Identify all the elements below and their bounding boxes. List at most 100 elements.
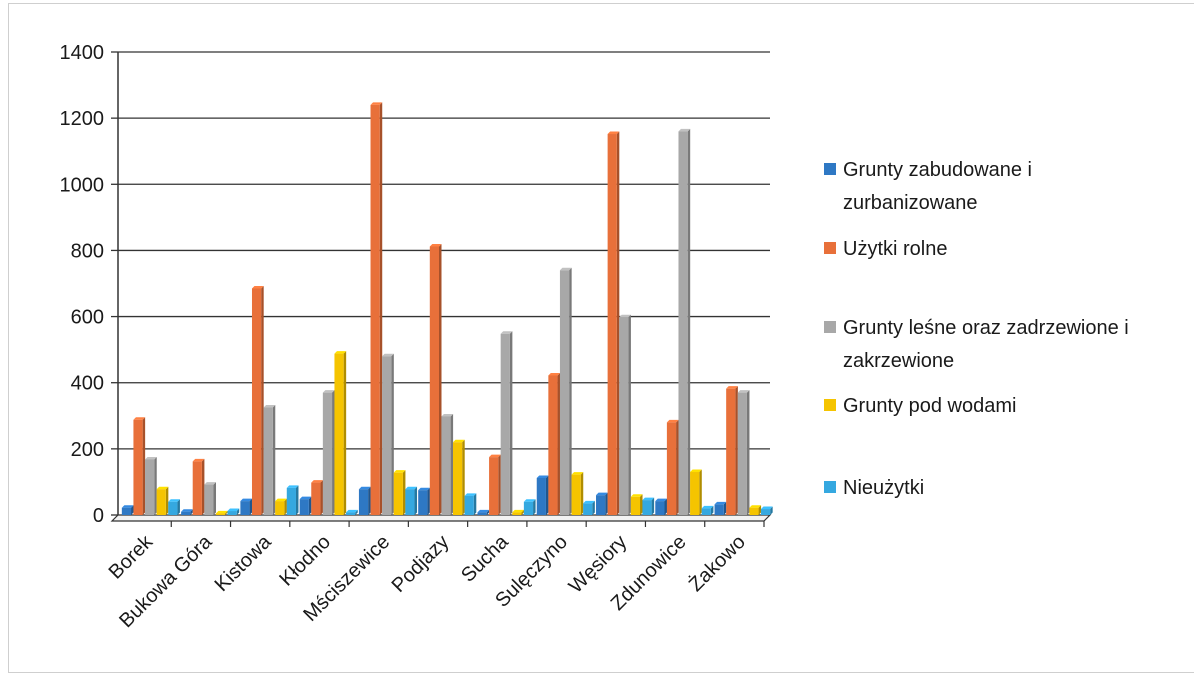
y-tick-label: 400	[71, 373, 104, 395]
bar	[596, 495, 606, 515]
legend-label: Nieużytki	[843, 477, 924, 499]
bar	[145, 459, 155, 515]
legend-swatch	[824, 321, 836, 333]
bar	[607, 134, 617, 515]
legend-label: zakrzewione	[843, 350, 954, 372]
bar-side	[628, 314, 631, 515]
bar-side	[225, 510, 228, 515]
bar-side	[343, 351, 347, 515]
bar-side	[213, 482, 217, 515]
bar-side	[462, 439, 465, 515]
legend-label: Grunty leśne oraz zadrzewione i	[843, 317, 1129, 339]
bar-top	[464, 493, 477, 496]
bar	[441, 416, 451, 515]
bar	[168, 501, 178, 515]
bar-top	[299, 496, 312, 500]
bar	[453, 442, 463, 515]
bar	[429, 246, 439, 515]
bar-side	[521, 509, 524, 515]
bar-side	[391, 353, 394, 515]
bar-top	[500, 331, 513, 334]
bar	[275, 501, 285, 515]
bar-top	[701, 505, 714, 509]
y-tick-label: 800	[71, 240, 104, 262]
bar-top	[536, 475, 549, 478]
x-tick-label: Żakowo	[684, 530, 750, 596]
bar	[358, 489, 369, 515]
bar	[251, 288, 262, 515]
bar-side	[414, 486, 418, 515]
bar-side	[142, 417, 146, 515]
bar-side	[236, 508, 240, 515]
x-tick-label: Kłodno	[275, 531, 335, 591]
bar	[714, 504, 724, 515]
bar	[642, 500, 652, 515]
bar	[133, 419, 143, 515]
bar-top	[275, 498, 287, 502]
bar	[240, 501, 250, 515]
bar-side	[201, 458, 205, 515]
bar-top	[571, 472, 584, 475]
bar-side	[261, 285, 264, 515]
bar	[286, 487, 296, 515]
bar	[666, 422, 677, 515]
bar-side	[664, 498, 667, 515]
bar	[523, 501, 534, 515]
bar-side	[758, 505, 762, 515]
bar	[583, 503, 593, 515]
y-tick-label: 1000	[60, 174, 105, 196]
legend-label: Użytki rolne	[843, 238, 947, 260]
legend-swatch	[824, 399, 836, 411]
bar-top	[156, 486, 169, 490]
bar-side	[379, 102, 383, 516]
y-tick-label: 600	[71, 307, 104, 329]
legend-swatch	[824, 242, 836, 254]
bar-top	[619, 314, 631, 318]
x-tick-label: Borek	[105, 530, 158, 583]
bar	[215, 513, 226, 515]
bar-top	[145, 456, 157, 460]
bar-top	[642, 497, 655, 501]
bar	[559, 270, 570, 515]
bar-side	[486, 509, 490, 515]
bar	[690, 472, 700, 515]
bar-top	[690, 469, 702, 473]
bar	[393, 472, 403, 515]
bar-side	[355, 509, 358, 515]
bar-top	[523, 499, 536, 502]
bar	[263, 407, 273, 515]
bar-side	[735, 386, 738, 515]
bar-top	[181, 509, 193, 512]
bar-side	[557, 372, 561, 515]
bar-side	[640, 494, 643, 515]
legend-label: Grunty zabudowane i	[843, 159, 1032, 181]
bar-top	[512, 509, 524, 513]
bar-side	[723, 501, 727, 515]
bar	[678, 131, 688, 515]
bar-side	[295, 485, 299, 515]
bar	[655, 501, 665, 515]
bar	[571, 474, 581, 515]
bar	[418, 490, 428, 515]
bar-top	[393, 470, 406, 473]
legend-swatch	[824, 481, 836, 493]
bar-top	[251, 285, 264, 289]
bar-top	[311, 480, 323, 483]
bar	[464, 495, 474, 515]
bar	[121, 507, 132, 515]
legend-label: Grunty pod wodami	[843, 395, 1016, 417]
bar-top	[726, 386, 738, 389]
bar-side	[308, 496, 312, 515]
bar	[346, 512, 356, 515]
bar-side	[284, 498, 287, 515]
bar-top	[204, 482, 217, 485]
chart-floor	[110, 514, 772, 522]
bar-top	[630, 494, 643, 497]
bar	[322, 392, 333, 515]
bar-side	[249, 498, 253, 515]
x-tick-label: Podjazy	[388, 531, 454, 597]
x-tick-label: Sucha	[457, 530, 513, 586]
y-tick-label: 200	[71, 439, 104, 461]
bar-side	[272, 405, 276, 515]
